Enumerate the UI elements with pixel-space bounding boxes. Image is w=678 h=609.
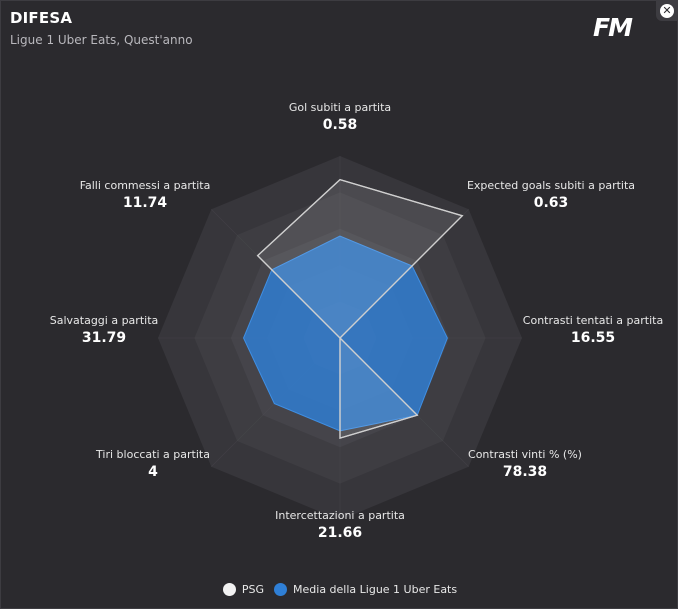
axis-label-4: Intercettazioni a partita: [275, 509, 405, 522]
axis-label-3: Contrasti vinti % (%): [468, 448, 582, 461]
axis-value-4: 21.66: [318, 525, 362, 541]
axis-value-7: 11.74: [123, 195, 168, 211]
axis-label-7: Falli commessi a partita: [80, 179, 211, 192]
axis-label-6: Salvataggi a partita: [50, 314, 159, 327]
close-icon: ✕: [660, 4, 674, 18]
fm-logo: FM: [593, 13, 633, 42]
legend-label-psg: PSG: [241, 583, 265, 596]
radar-series: [242, 178, 464, 439]
panel-title: DIFESA: [10, 9, 73, 27]
legend-item-league-average[interactable]: Media della Ligue 1 Uber Eats: [274, 583, 457, 596]
axis-label-0: Gol subiti a partita: [289, 101, 391, 114]
panel-subtitle: Ligue 1 Uber Eats, Quest'anno: [10, 33, 193, 47]
series-psg-outline: [256, 178, 464, 439]
axis-label-1: Expected goals subiti a partita: [467, 179, 635, 192]
axis-value-5: 4: [148, 464, 158, 480]
legend-label-league-average: Media della Ligue 1 Uber Eats: [293, 583, 458, 596]
axis-value-6: 31.79: [82, 330, 126, 346]
legend-dot-psg: [222, 583, 236, 596]
legend: PSG Media della Ligue 1 Uber Eats: [1, 583, 678, 596]
axis-value-1: 0.63: [534, 195, 569, 211]
close-button[interactable]: ✕: [656, 1, 678, 21]
radar-labels: Gol subiti a partita 0.58 Expected goals s…: [50, 101, 663, 541]
legend-dot-league-average: [274, 583, 288, 596]
axis-value-3: 78.38: [503, 464, 547, 480]
axis-label-2: Contrasti tentati a partita: [523, 314, 663, 327]
axis-value-0: 0.58: [323, 117, 358, 133]
legend-item-psg[interactable]: PSG: [222, 583, 265, 596]
axis-label-5: Tiri bloccati a partita: [95, 448, 210, 461]
axis-value-2: 16.55: [571, 330, 615, 346]
